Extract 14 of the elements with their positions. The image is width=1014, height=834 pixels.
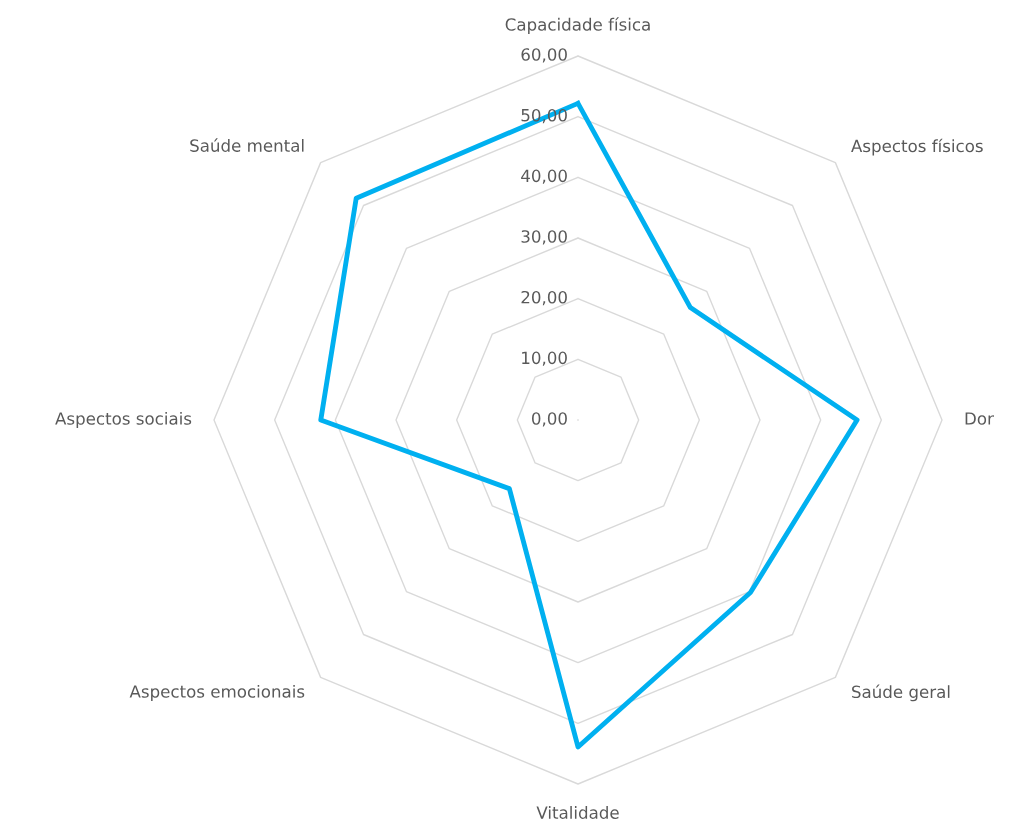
y-tick-label: 10,00 xyxy=(522,351,567,366)
y-tick-label: 20,00 xyxy=(521,290,567,306)
spoke-label: Aspectos emocionais xyxy=(129,684,305,702)
y-tick-label: 60,00 xyxy=(521,48,567,63)
y-tick-label: 40,00 xyxy=(521,169,567,184)
spoke-label: Saúde geral xyxy=(852,684,950,702)
y-tick-label: 0,00 xyxy=(531,412,567,427)
spoke-label: Aspectos físicos xyxy=(851,138,983,156)
spoke-label: Aspectos sociais xyxy=(55,411,192,429)
y-tick-label: 30,00 xyxy=(521,230,567,245)
spoke-label: Vitalidade xyxy=(536,806,619,819)
spoke-label: Saúde mental xyxy=(190,138,304,152)
spoke-label: Capacidade física xyxy=(505,17,650,34)
spoke-label: Dor xyxy=(965,412,994,425)
